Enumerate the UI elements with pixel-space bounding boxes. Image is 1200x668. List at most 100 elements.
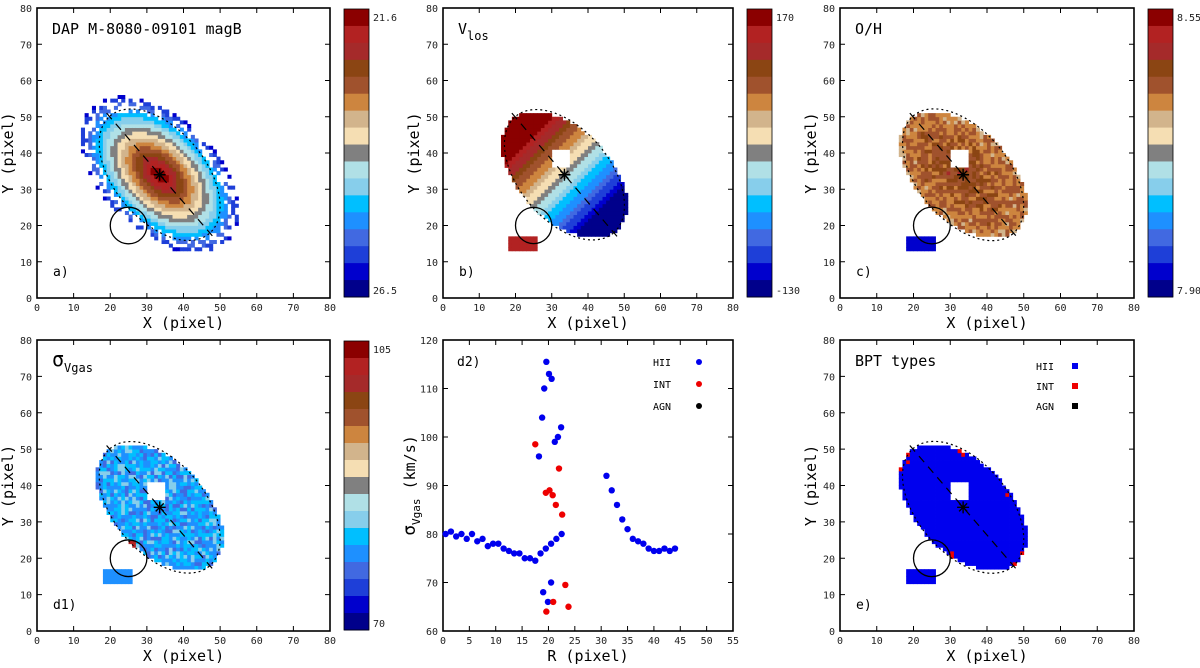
- map-pixel: [187, 196, 192, 201]
- map-pixel: [606, 218, 611, 223]
- map-pixel: [150, 189, 155, 194]
- map-pixel: [187, 174, 192, 179]
- map-pixel: [102, 576, 107, 581]
- map-pixel: [964, 540, 970, 545]
- map-pixel: [223, 207, 228, 212]
- map-pixel: [968, 558, 973, 563]
- map-pixel: [106, 189, 111, 194]
- map-pixel: [928, 236, 933, 241]
- map-pixel: [953, 518, 958, 523]
- map-pixel: [924, 503, 929, 508]
- map-pixel: [154, 182, 159, 187]
- map-pixel: [551, 127, 556, 132]
- map-pixel: [913, 572, 918, 577]
- map-pixel: [983, 467, 988, 472]
- map-pixel: [602, 203, 607, 208]
- map-pixel: [957, 189, 962, 194]
- map-pixel: [187, 149, 192, 154]
- map-pixel: [573, 163, 578, 168]
- map-pixel: [1012, 550, 1017, 556]
- map-pixel: [551, 124, 556, 129]
- map-pixel: [530, 163, 535, 168]
- map-pixel: [234, 218, 239, 223]
- map-pixel: [551, 171, 556, 176]
- map-pixel: [935, 182, 940, 187]
- map-pixel: [979, 481, 984, 486]
- map-pixel: [939, 500, 944, 505]
- map-pixel: [176, 182, 181, 187]
- map-pixel: [157, 225, 162, 230]
- map-pixel: [205, 536, 210, 541]
- map-pixel: [106, 576, 111, 581]
- map-pixel: [994, 163, 999, 168]
- map-pixel: [146, 536, 151, 541]
- map-pixel: [946, 456, 951, 461]
- map-pixel: [198, 196, 203, 201]
- map-pixel: [179, 221, 184, 226]
- map-pixel: [522, 124, 527, 129]
- map-pixel: [987, 529, 992, 534]
- map-pixel: [91, 163, 96, 168]
- map-pixel: [972, 540, 977, 545]
- map-pixel: [1009, 543, 1014, 548]
- map-pixel: [562, 182, 567, 187]
- map-pixel: [511, 156, 516, 161]
- map-pixel: [117, 460, 122, 465]
- map-pixel: [113, 514, 118, 519]
- colorbar-swatch: [344, 178, 369, 196]
- map-pixel: [135, 120, 140, 125]
- map-pixel: [950, 452, 955, 457]
- map-pixel: [139, 185, 144, 190]
- map-pixel: [198, 540, 203, 545]
- map-pixel: [128, 449, 133, 454]
- map-pixel: [172, 247, 177, 252]
- map-pixel: [931, 525, 936, 530]
- map-pixel: [998, 200, 1003, 205]
- map-pixel: [124, 492, 129, 497]
- map-pixel: [566, 167, 571, 172]
- map-pixel: [990, 145, 995, 150]
- map-pixel: [511, 131, 516, 136]
- map-pixel: [209, 167, 214, 172]
- map-pixel: [201, 489, 206, 494]
- map-pixel: [998, 178, 1003, 183]
- map-pixel: [212, 207, 217, 212]
- map-pixel: [150, 232, 155, 237]
- y-tick-label: 30: [20, 185, 32, 196]
- map-pixel: [209, 547, 214, 552]
- map-pixel: [117, 145, 122, 150]
- map-pixel: [909, 145, 914, 150]
- map-pixel: [201, 174, 206, 179]
- map-pixel: [533, 192, 538, 197]
- map-pixel: [979, 532, 984, 537]
- map-pixel: [508, 145, 513, 150]
- map-pixel: [902, 153, 907, 158]
- map-pixel: [128, 109, 133, 114]
- map-pixel: [179, 189, 184, 194]
- map-pixel: [913, 127, 918, 132]
- map-pixel: [939, 470, 944, 475]
- map-pixel: [146, 478, 151, 483]
- map-pixel: [939, 174, 944, 179]
- map-pixel: [132, 211, 137, 216]
- legend-label: AGN: [653, 402, 671, 413]
- map-pixel: [183, 489, 188, 494]
- map-pixel: [964, 536, 970, 541]
- map-pixel: [117, 171, 122, 176]
- map-pixel: [924, 178, 929, 183]
- map-pixel: [194, 225, 199, 230]
- map-pixel: [953, 510, 958, 515]
- map-pixel: [928, 496, 933, 501]
- map-pixel: [961, 142, 966, 147]
- map-pixel: [935, 496, 940, 501]
- map-pixel: [99, 145, 104, 150]
- map-pixel: [161, 156, 166, 161]
- map-pixel: [179, 156, 184, 161]
- map-pixel: [987, 478, 992, 483]
- map-pixel: [179, 232, 184, 237]
- map-pixel: [964, 529, 970, 534]
- map-pixel: [128, 207, 133, 212]
- y-tick-label: 0: [432, 294, 438, 305]
- map-pixel: [519, 134, 524, 139]
- map-pixel: [216, 207, 221, 212]
